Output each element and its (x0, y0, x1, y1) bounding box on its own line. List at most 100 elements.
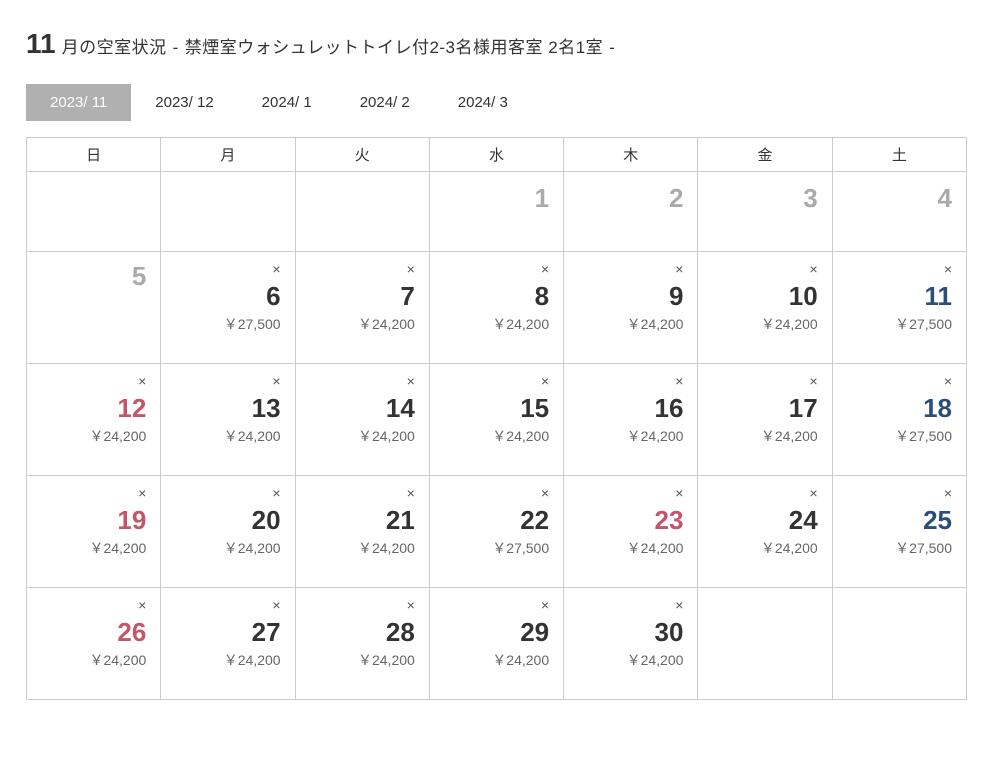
cell-day-number: 13 (175, 394, 280, 423)
calendar-cell[interactable]: ×18￥27,500 (832, 364, 966, 476)
cell-day-number: 14 (310, 394, 415, 423)
calendar-cell[interactable]: ×13￥24,200 (161, 364, 295, 476)
calendar-cell[interactable]: × 25 ￥27,500 (832, 476, 966, 588)
cell-day-number: 21 (310, 506, 415, 535)
calendar-row: × 19 ￥24,200 × 20 ￥24,200 × 21 ￥24,200 × 22 ￥27,500… (27, 476, 967, 588)
month-tab-4[interactable]: 2024/ 3 (434, 84, 532, 121)
calendar-cell[interactable]: × 20 ￥24,200 (161, 476, 295, 588)
cell-day-number: 9 (578, 282, 683, 311)
cell-price: ￥24,200 (712, 429, 817, 443)
calendar-cell (832, 588, 966, 700)
cell-day-number: 15 (444, 394, 549, 423)
calendar-cell[interactable]: ×9￥24,200 (564, 252, 698, 364)
cell-status: × (175, 262, 280, 276)
availability-calendar: 日月火水木金土 12345×6￥27,500×7￥24,200×8￥24,200… (26, 137, 967, 700)
calendar-cell[interactable]: ×14￥24,200 (295, 364, 429, 476)
cell-price: ￥27,500 (847, 541, 952, 555)
cell-day-number: 5 (41, 262, 146, 291)
cell-price: ￥24,200 (175, 541, 280, 555)
page-title: 11 月の空室状況 - 禁煙室ウォシュレットトイレ付2-3名様用客室 2名1室 … (26, 28, 967, 60)
calendar-cell: 3 (698, 172, 832, 252)
calendar-cell[interactable]: ×29￥24,200 (429, 588, 563, 700)
cell-day-number: 6 (175, 282, 280, 311)
cell-status: × (712, 486, 817, 500)
cell-price: ￥24,200 (712, 317, 817, 331)
cell-day-number: 20 (175, 506, 280, 535)
calendar-cell[interactable]: × 16 ￥24,200 (564, 364, 698, 476)
calendar-cell[interactable]: ×12￥24,200 (27, 364, 161, 476)
calendar-cell[interactable]: ×10￥24,200 (698, 252, 832, 364)
cell-price: ￥24,200 (310, 653, 415, 667)
calendar-cell: 2 (564, 172, 698, 252)
calendar-cell[interactable]: ×27￥24,200 (161, 588, 295, 700)
cell-day-number: 4 (847, 184, 952, 213)
calendar-cell[interactable]: ×21￥24,200 (295, 476, 429, 588)
cell-day-number: 8 (444, 282, 549, 311)
cell-status: × (175, 486, 280, 500)
month-tab-3[interactable]: 2024/ 2 (336, 84, 434, 121)
cell-status: × (310, 262, 415, 276)
calendar-cell (161, 172, 295, 252)
cell-day-number: 25 (847, 506, 952, 535)
cell-day-number: 19 (41, 506, 146, 535)
cell-status: × (310, 598, 415, 612)
cell-price: ￥24,200 (578, 429, 683, 443)
calendar-cell[interactable]: ×19￥24,200 (27, 476, 161, 588)
weekday-header-2: 火 (295, 138, 429, 172)
title-trailing: - (609, 38, 615, 58)
calendar-cell[interactable]: ×23￥24,200 (564, 476, 698, 588)
month-tab-0[interactable]: 2023/ 11 (26, 84, 131, 121)
cell-day-number: 12 (41, 394, 146, 423)
cell-day-number: 30 (578, 618, 683, 647)
cell-status: × (578, 262, 683, 276)
cell-day-number: 3 (712, 184, 817, 213)
cell-day-number: 17 (712, 394, 817, 423)
weekday-header-3: 水 (429, 138, 563, 172)
calendar-cell[interactable]: ×7￥24,200 (295, 252, 429, 364)
calendar-cell[interactable]: × 8 ￥24,200 (429, 252, 563, 364)
calendar-cell[interactable]: × 17 ￥24,200 (698, 364, 832, 476)
cell-day-number: 29 (444, 618, 549, 647)
calendar-cell[interactable]: ×30￥24,200 (564, 588, 698, 700)
cell-day-number: 1 (444, 184, 549, 213)
cell-price: ￥27,500 (444, 541, 549, 555)
month-tab-1[interactable]: 2023/ 12 (131, 84, 237, 121)
weekday-header-1: 月 (161, 138, 295, 172)
cell-status: × (578, 374, 683, 388)
month-tab-2[interactable]: 2024/ 1 (238, 84, 336, 121)
cell-price: ￥24,200 (444, 317, 549, 331)
calendar-cell[interactable]: ×6￥27,500 (161, 252, 295, 364)
cell-status: × (847, 374, 952, 388)
cell-status: × (444, 262, 549, 276)
cell-day-number: 7 (310, 282, 415, 311)
calendar-cell (27, 172, 161, 252)
cell-price: ￥24,200 (310, 541, 415, 555)
weekday-header-0: 日 (27, 138, 161, 172)
cell-price: ￥24,200 (175, 429, 280, 443)
cell-day-number: 22 (444, 506, 549, 535)
calendar-row: 123 4 (27, 172, 967, 252)
weekday-header-4: 木 (564, 138, 698, 172)
calendar-cell[interactable]: ×11￥27,500 (832, 252, 966, 364)
cell-status: × (578, 486, 683, 500)
cell-status: × (712, 262, 817, 276)
calendar-cell[interactable]: ×26￥24,200 (27, 588, 161, 700)
cell-status: × (712, 374, 817, 388)
cell-day-number: 26 (41, 618, 146, 647)
cell-price: ￥24,200 (444, 429, 549, 443)
calendar-cell (295, 172, 429, 252)
cell-price: ￥24,200 (41, 541, 146, 555)
cell-day-number: 16 (578, 394, 683, 423)
cell-status: × (41, 374, 146, 388)
title-room-name: 禁煙室ウォシュレットトイレ付2-3名様用客室 2名1室 (185, 33, 603, 58)
calendar-cell: 5 (27, 252, 161, 364)
cell-day-number: 2 (578, 184, 683, 213)
weekday-header-6: 土 (832, 138, 966, 172)
calendar-cell[interactable]: ×22￥27,500 (429, 476, 563, 588)
calendar-cell (698, 588, 832, 700)
calendar-cell[interactable]: ×28￥24,200 (295, 588, 429, 700)
cell-price: ￥24,200 (41, 653, 146, 667)
calendar-cell[interactable]: ×24￥24,200 (698, 476, 832, 588)
cell-status: × (847, 486, 952, 500)
calendar-cell[interactable]: ×15￥24,200 (429, 364, 563, 476)
